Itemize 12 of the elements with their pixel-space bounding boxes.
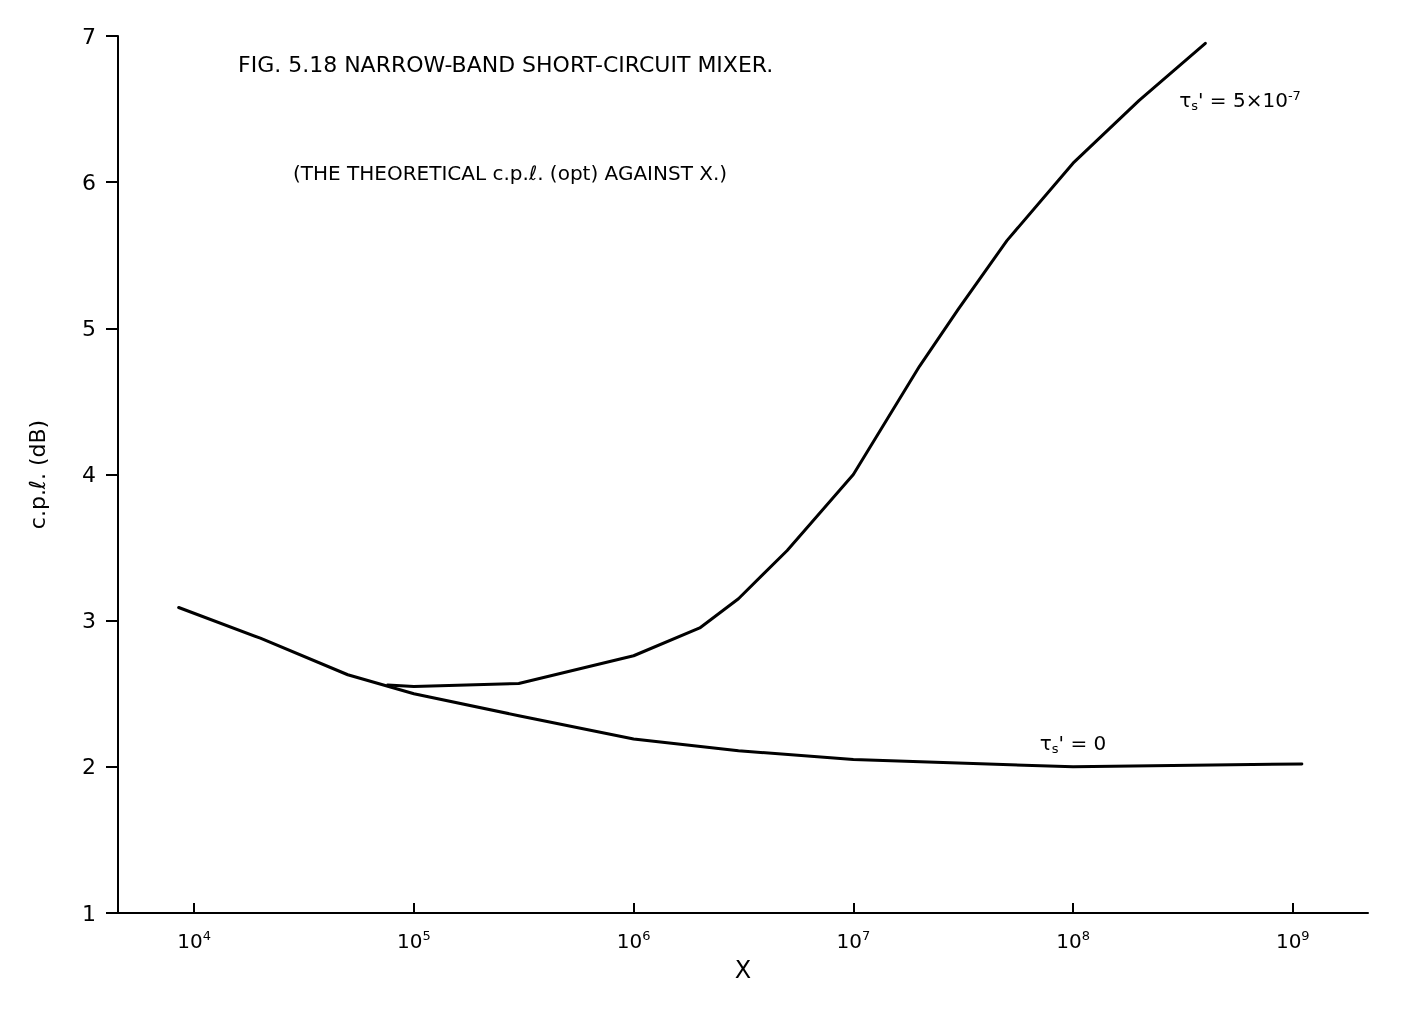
y-tick-label: 4	[82, 462, 96, 487]
y-tick-label: 5	[82, 315, 96, 341]
y-tick-label: 2	[82, 754, 96, 780]
x-axis-title: X	[734, 956, 752, 984]
y-tick-label: 6	[82, 169, 96, 195]
series-label: τs' = 0	[1039, 731, 1107, 756]
y-axis-title: c.p.ℓ. (dB)	[24, 419, 50, 530]
text: (THE THEORETICAL c.p.ℓ. (opt) AGAINST X.)	[293, 161, 728, 185]
y-tick-label: 3	[82, 608, 96, 634]
y-tick-label: 1	[82, 900, 96, 926]
text: FIG. 5.18 NARROW-BAND SHORT-CIRCUIT MIXER.	[238, 51, 774, 77]
y-tick-label: 7	[82, 23, 96, 49]
